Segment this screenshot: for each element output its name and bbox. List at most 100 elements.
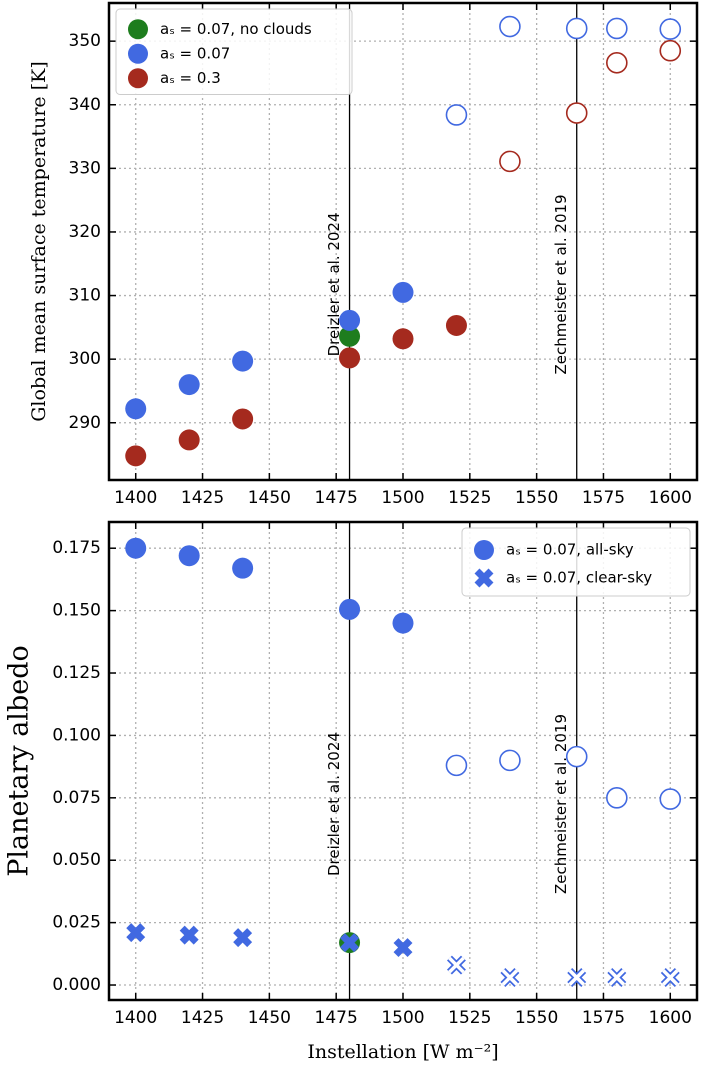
y-tick-label: 320 <box>69 222 101 242</box>
frame <box>107 1 699 482</box>
marker <box>178 374 200 396</box>
marker-hollow <box>448 956 465 974</box>
x-marker <box>393 938 413 958</box>
x-tick-label: 1400 <box>114 488 157 508</box>
x-marker <box>567 968 587 988</box>
legend-marker <box>128 43 148 64</box>
y-axis-label: Global mean surface temperature [K] <box>28 61 50 422</box>
x-marker <box>607 968 627 988</box>
marker <box>392 328 414 350</box>
marker <box>499 15 521 38</box>
y-axis-label: Planetary albedo <box>4 645 35 877</box>
legend-box <box>115 8 353 95</box>
legend-marker <box>128 68 148 89</box>
x-tick-label: 1475 <box>315 488 358 508</box>
marker <box>499 749 521 772</box>
legend-box <box>461 527 691 597</box>
marker <box>445 314 467 336</box>
x-tick-label: 1475 <box>315 1008 358 1028</box>
marker-stroke <box>340 933 360 953</box>
x-marker <box>233 928 253 948</box>
legend-label: aₛ = 0.07, all-sky <box>506 541 634 559</box>
marker <box>339 347 361 369</box>
marker <box>606 17 628 40</box>
marker <box>232 350 254 372</box>
marker <box>392 612 414 634</box>
y-tick-label: 300 <box>69 349 101 369</box>
marker-stroke <box>126 923 146 943</box>
marker <box>125 537 147 559</box>
y-tick-label: 340 <box>69 95 101 115</box>
x-tick-label: 1425 <box>181 488 224 508</box>
x-tick-label: 1400 <box>114 1008 157 1028</box>
marker-stroke <box>474 568 494 588</box>
y-tick-label: 0.150 <box>52 601 101 621</box>
x-marker <box>500 968 520 988</box>
x-tick-label: 1425 <box>181 1008 224 1028</box>
legend-marker <box>128 19 148 40</box>
marker <box>659 788 682 810</box>
x-marker <box>126 923 146 943</box>
y-tick-label: 290 <box>69 413 101 433</box>
x-tick-label: 1600 <box>649 488 692 508</box>
marker <box>659 18 682 40</box>
y-tick-label: 350 <box>69 31 101 51</box>
marker <box>178 429 200 451</box>
marker <box>339 325 361 347</box>
y-tick-label: 0.100 <box>52 725 101 745</box>
marker <box>565 17 588 40</box>
marker-hollow <box>662 969 679 986</box>
x-tick-label: 1525 <box>448 488 491 508</box>
y-tick-label: 0.075 <box>52 788 101 808</box>
panel: 1400 1425 1450 1475 1500 1525 1550 1575 1600 290 3… <box>28 1 699 508</box>
y-tick-label: 0.125 <box>52 663 101 683</box>
x-tick-label: 1500 <box>381 488 424 508</box>
marker-hollow <box>501 969 519 986</box>
marker <box>565 102 588 124</box>
x-tick-label: 1550 <box>515 488 558 508</box>
y-tick-label: 330 <box>69 158 101 178</box>
legend: aₛ = 0.07, all-sky aₛ = 0.07, clear-sky <box>461 527 691 597</box>
marker <box>606 51 628 74</box>
legend-marker <box>474 540 494 560</box>
panel: 1400 1425 1450 1475 1500 1525 1550 1575 1600 0.00… <box>4 520 699 1063</box>
marker <box>565 745 588 768</box>
reference-label: Zechmeister et al. 2019 <box>552 714 570 894</box>
marker <box>232 557 254 579</box>
marker <box>232 408 254 430</box>
marker-hollow <box>608 969 626 986</box>
y-tick-label: 310 <box>69 286 101 306</box>
legend-label: aₛ = 0.07 <box>160 44 230 62</box>
marker <box>125 445 147 467</box>
marker <box>659 39 682 62</box>
marker-stroke <box>233 928 253 948</box>
legend-label: aₛ = 0.07, clear-sky <box>506 569 652 587</box>
marker <box>445 104 468 126</box>
marker <box>339 309 361 331</box>
x-marker <box>446 955 466 975</box>
marker <box>499 150 521 173</box>
x-axis-label: Instellation [W m⁻²] <box>307 1041 498 1063</box>
x-marker <box>340 933 360 953</box>
x-tick-label: 1575 <box>582 488 625 508</box>
x-tick-label: 1600 <box>649 1008 692 1028</box>
x-tick-label: 1500 <box>381 1008 424 1028</box>
reference-label: Zechmeister et al. 2019 <box>552 194 570 374</box>
frame <box>107 520 699 1002</box>
y-tick-label: 0.000 <box>52 975 101 995</box>
x-tick-label: 1450 <box>248 488 291 508</box>
x-tick-label: 1550 <box>515 1008 558 1028</box>
marker-hollow <box>568 969 585 986</box>
reference-label: Dreizler et al. 2024 <box>325 212 343 356</box>
x-marker <box>660 968 680 988</box>
marker <box>606 787 628 809</box>
legend-label: aₛ = 0.3 <box>160 69 221 87</box>
x-tick-label: 1450 <box>248 1008 291 1028</box>
legend: aₛ = 0.07, no clouds aₛ = 0.07 aₛ = 0.3 <box>115 8 353 95</box>
marker <box>339 598 361 620</box>
reference-label: Dreizler et al. 2024 <box>325 732 343 876</box>
marker <box>178 545 200 567</box>
x-tick-label: 1525 <box>448 1008 491 1028</box>
y-tick-label: 0.050 <box>52 850 101 870</box>
